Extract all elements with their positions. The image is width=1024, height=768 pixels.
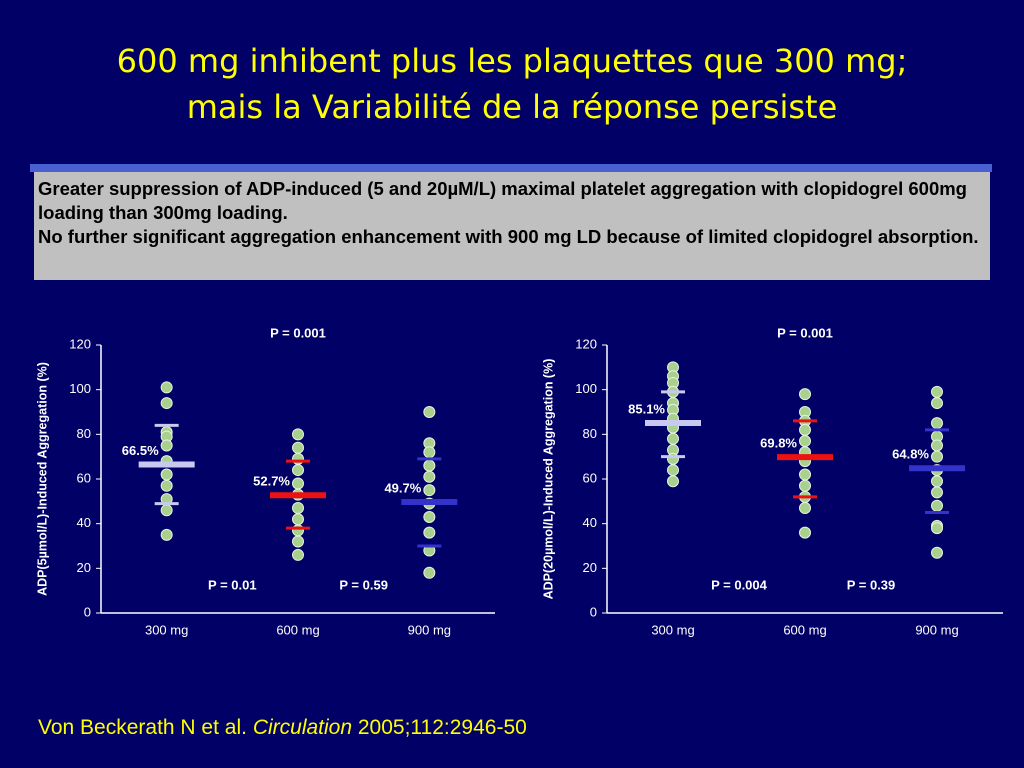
- y-axis-label: ADP(5µmol/L)-Induced Aggregation (%): [35, 362, 49, 596]
- title-line: mais la Variabilité de la réponse persis…: [186, 88, 838, 126]
- data-point: [292, 502, 304, 515]
- slide-title: 600 mg inhibent plus les plaquettes que …: [0, 38, 1024, 130]
- summary-text: No further significant aggregation enhan…: [38, 226, 979, 247]
- data-point: [931, 475, 943, 488]
- data-point: [160, 504, 173, 517]
- y-tick-label: 0: [84, 604, 91, 619]
- data-point: [931, 499, 943, 512]
- data-point: [799, 502, 811, 515]
- data-point: [423, 484, 436, 497]
- data-point: [160, 397, 173, 410]
- summary-text: Greater suppression of ADP-induced (5 an…: [38, 178, 967, 223]
- data-point: [423, 406, 436, 418]
- y-tick-label: 80: [583, 426, 597, 441]
- citation: Von Beckerath N et al. Circulation 2005;…: [38, 716, 527, 740]
- data-point: [799, 479, 811, 492]
- mean-label: 49.7%: [384, 480, 421, 495]
- data-point: [423, 459, 436, 472]
- data-point: [292, 464, 304, 477]
- p-overall: P = 0.001: [270, 325, 326, 340]
- title-line: 600 mg inhibent plus les plaquettes que …: [116, 42, 908, 80]
- x-tick-label: 900 mg: [408, 622, 451, 637]
- mean-label: 69.8%: [760, 436, 797, 451]
- x-tick-label: 600 mg: [783, 622, 826, 637]
- p-comparison: P = 0.59: [339, 577, 388, 592]
- x-tick-label: 600 mg: [276, 622, 319, 637]
- data-point: [799, 468, 811, 481]
- data-point: [931, 486, 943, 499]
- data-point: [667, 452, 679, 465]
- data-point: [292, 548, 304, 561]
- x-tick-label: 300 mg: [145, 622, 188, 637]
- mean-label: 66.5%: [122, 443, 159, 458]
- data-point: [423, 446, 436, 459]
- data-point: [667, 475, 679, 488]
- y-tick-label: 20: [583, 560, 597, 575]
- y-tick-label: 40: [583, 515, 597, 530]
- data-point: [160, 381, 173, 394]
- data-point: [160, 439, 173, 452]
- data-point: [423, 526, 436, 539]
- data-point: [423, 566, 436, 579]
- data-point: [931, 522, 943, 535]
- data-point: [292, 535, 304, 548]
- y-tick-label: 120: [575, 336, 597, 351]
- data-point: [292, 524, 304, 537]
- data-point: [931, 546, 943, 559]
- y-tick-label: 40: [77, 515, 91, 530]
- p-comparison: P = 0.004: [711, 577, 768, 592]
- p-overall: P = 0.001: [777, 325, 833, 340]
- data-point: [292, 513, 304, 526]
- y-axis-label: ADP(20µmol/L)-Induced Aggregation (%): [541, 359, 555, 600]
- data-point: [799, 435, 811, 448]
- data-point: [667, 432, 679, 445]
- data-point: [160, 468, 173, 481]
- mean-label: 64.8%: [892, 447, 929, 462]
- data-point: [292, 477, 304, 490]
- y-tick-label: 60: [583, 470, 597, 485]
- y-tick-label: 0: [590, 604, 597, 619]
- data-point: [931, 450, 943, 463]
- data-point: [292, 441, 304, 454]
- data-point: [160, 528, 173, 541]
- summary-box: Greater suppression of ADP-induced (5 an…: [34, 172, 990, 280]
- y-tick-label: 100: [575, 381, 597, 396]
- p-comparison: P = 0.01: [208, 577, 257, 592]
- data-point: [799, 423, 811, 436]
- data-point: [292, 452, 304, 465]
- y-tick-label: 80: [77, 426, 91, 441]
- x-tick-label: 900 mg: [915, 622, 958, 637]
- data-point: [160, 479, 173, 492]
- mean-label: 52.7%: [253, 474, 290, 489]
- y-tick-label: 100: [69, 381, 91, 396]
- p-comparison: P = 0.39: [847, 577, 896, 592]
- data-point: [423, 470, 436, 483]
- data-point: [799, 526, 811, 539]
- data-point: [931, 439, 943, 452]
- divider: [30, 164, 992, 172]
- citation-authors: Von Beckerath N et al.: [38, 716, 247, 739]
- citation-journal: Circulation: [252, 716, 353, 739]
- data-point: [667, 464, 679, 477]
- x-tick-label: 300 mg: [651, 622, 694, 637]
- y-tick-label: 120: [69, 336, 91, 351]
- data-point: [931, 385, 943, 398]
- data-point: [799, 388, 811, 401]
- data-point: [931, 417, 943, 430]
- y-tick-label: 20: [77, 560, 91, 575]
- data-point: [423, 510, 436, 523]
- y-tick-label: 60: [77, 470, 91, 485]
- citation-ref: 2005;112:2946-50: [357, 716, 527, 739]
- data-point: [931, 397, 943, 410]
- mean-label: 85.1%: [628, 401, 665, 416]
- data-point: [292, 428, 304, 441]
